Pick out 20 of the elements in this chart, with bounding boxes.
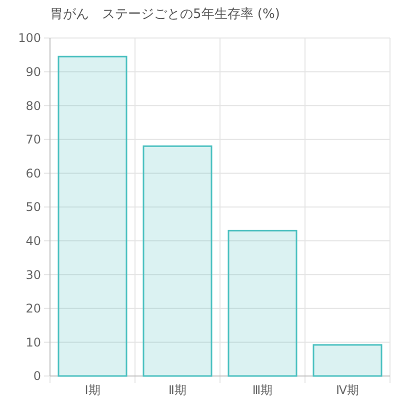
bar — [228, 230, 298, 377]
y-tick-label: 50 — [26, 200, 41, 214]
bar — [142, 145, 212, 377]
bar — [312, 344, 382, 377]
y-tick-label: 0 — [33, 369, 41, 384]
chart-title: 胃がん ステージごとの5年生存率 (%) — [50, 6, 280, 22]
y-tick-label: 80 — [26, 98, 41, 113]
y-tick-label: 40 — [26, 234, 41, 248]
y-tick-label: 70 — [26, 132, 41, 147]
x-tick-label: Ⅱ期 — [168, 383, 186, 397]
y-tick-label: 30 — [26, 268, 41, 282]
x-tick-label: Ⅲ期 — [252, 383, 273, 397]
y-tick-label: 90 — [26, 65, 41, 79]
y-tick-label: 10 — [26, 335, 41, 350]
y-tick-label: 20 — [26, 302, 41, 316]
y-tick-label: 60 — [26, 166, 41, 180]
bar — [58, 56, 128, 377]
x-tick-label: Ⅳ期 — [336, 383, 360, 397]
x-tick-label: Ⅰ期 — [84, 383, 100, 397]
y-tick-label: 100 — [18, 31, 41, 46]
